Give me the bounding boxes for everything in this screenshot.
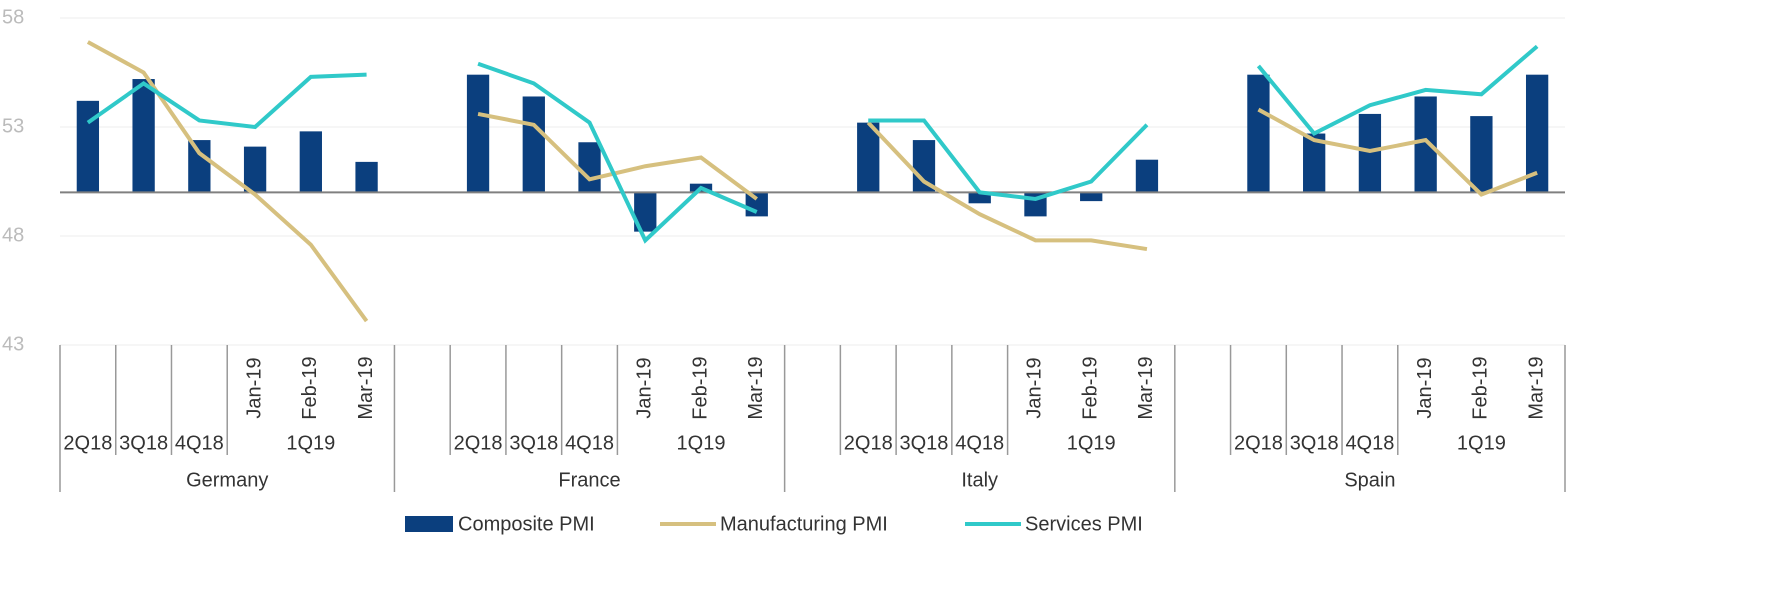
y-tick-label: 53 xyxy=(2,115,24,137)
legend-swatch xyxy=(405,516,453,532)
line xyxy=(86,44,1539,244)
x-tick-label: 2Q18 xyxy=(63,432,112,454)
bar xyxy=(912,140,936,193)
x-tick-label: Mar-19 xyxy=(355,356,377,419)
group-label: Germany xyxy=(186,469,268,491)
y-tick-label: 48 xyxy=(2,224,24,246)
legend-label: Composite PMI xyxy=(458,513,595,535)
x-tick-label: 4Q18 xyxy=(175,432,224,454)
x-tick-label: 3Q18 xyxy=(509,432,558,454)
bar xyxy=(1358,113,1382,193)
bar xyxy=(1135,159,1159,193)
bar xyxy=(1470,116,1493,193)
bar xyxy=(857,122,880,193)
x-tick-label: Jan-19 xyxy=(634,357,656,418)
group-label: Spain xyxy=(1344,469,1395,491)
bar xyxy=(466,74,490,193)
bar xyxy=(132,79,155,193)
subgroup-label: 1Q19 xyxy=(1067,432,1116,454)
subgroup-label: 1Q19 xyxy=(677,432,726,454)
subgroup-label: 1Q19 xyxy=(1457,432,1506,454)
x-tick-label: Feb-19 xyxy=(299,356,321,419)
bar xyxy=(578,142,601,193)
x-tick-label: Jan-19 xyxy=(1414,357,1436,418)
bar xyxy=(522,96,545,193)
x-tick-label: 3Q18 xyxy=(119,432,168,454)
x-tick-label: 2Q18 xyxy=(454,432,503,454)
bar xyxy=(188,140,211,193)
bar xyxy=(1247,74,1270,193)
x-tick-label: Feb-19 xyxy=(1470,356,1492,419)
subgroup-label: 1Q19 xyxy=(286,432,335,454)
bar xyxy=(745,192,768,217)
bar xyxy=(355,161,378,193)
x-tick-label: Jan-19 xyxy=(1024,357,1046,418)
bar xyxy=(299,131,322,193)
x-tick-label: 4Q18 xyxy=(565,432,614,454)
x-tick-label: 3Q18 xyxy=(1290,432,1339,454)
bar xyxy=(1414,96,1437,193)
group-label: Italy xyxy=(961,469,998,491)
y-tick-label: 58 xyxy=(2,6,24,28)
legend-label: Services PMI xyxy=(1025,513,1143,535)
x-tick-label: Jan-19 xyxy=(243,357,265,418)
x-tick-label: Mar-19 xyxy=(745,356,767,419)
x-tick-label: 4Q18 xyxy=(955,432,1004,454)
x-tick-label: Mar-19 xyxy=(1525,356,1547,419)
bar xyxy=(1525,74,1549,193)
x-tick-label: Feb-19 xyxy=(1079,356,1101,419)
x-tick-label: 3Q18 xyxy=(900,432,949,454)
line xyxy=(86,40,1538,323)
x-tick-label: 2Q18 xyxy=(844,432,893,454)
x-tick-label: Feb-19 xyxy=(689,356,711,419)
x-tick-label: 2Q18 xyxy=(1234,432,1283,454)
legend-label: Manufacturing PMI xyxy=(720,513,888,535)
bar xyxy=(1303,133,1326,193)
bar xyxy=(1080,192,1103,202)
bar xyxy=(76,100,100,193)
bar xyxy=(243,146,267,193)
x-tick-label: Mar-19 xyxy=(1135,356,1157,419)
bar xyxy=(968,192,991,204)
group-label: France xyxy=(558,469,620,491)
x-tick-label: 4Q18 xyxy=(1345,432,1394,454)
y-tick-label: 43 xyxy=(2,333,24,355)
bar xyxy=(634,192,657,232)
